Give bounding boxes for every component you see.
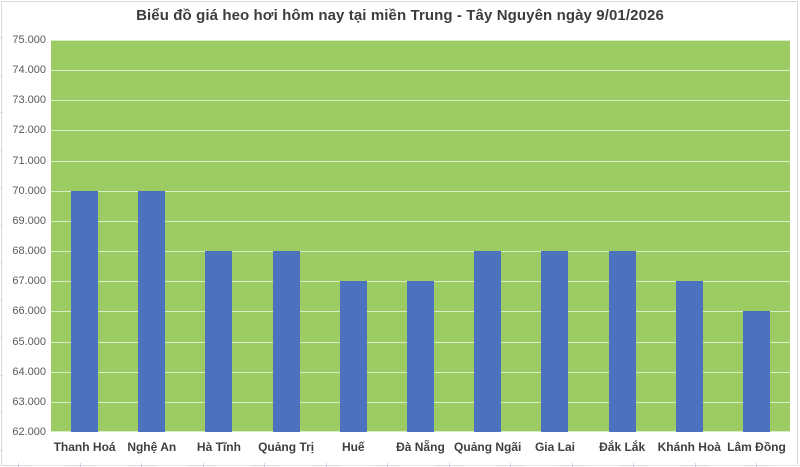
y-tick-label: 65.000: [12, 335, 46, 348]
spreadsheet-column-line-remnant: [203, 463, 204, 467]
gridline: [51, 220, 790, 222]
y-tick-label: 70.000: [12, 184, 46, 197]
x-tick-label: Thanh Hoá: [53, 440, 116, 454]
bar: [138, 190, 166, 432]
spreadsheet-row-line-remnant: [0, 150, 3, 151]
x-axis: Thanh Hoá Nghệ An Hà Tĩnh Quảng Trị Huế Đà Nẵ…: [51, 438, 790, 456]
spreadsheet-column-line-remnant: [695, 463, 696, 467]
y-tick-label: 67.000: [12, 275, 46, 288]
y-tick-label: 64.000: [12, 365, 46, 378]
spreadsheet-column-line-remnant: [141, 463, 142, 467]
spreadsheet-row-line-remnant: [586, 465, 620, 466]
bar-slot: [521, 40, 588, 432]
y-tick-label: 69.000: [12, 214, 46, 227]
y-tick-label: 71.000: [12, 154, 46, 167]
bar: [474, 251, 502, 432]
spreadsheet-row-line-remnant: [0, 412, 3, 413]
gridline: [51, 160, 790, 162]
y-axis: 75.000 74.000 73.000 72.000 71.000 70.000 69.0…: [0, 34, 46, 438]
bar: [541, 251, 569, 432]
plot-area: [51, 40, 790, 432]
x-tick-label: Nghệ An: [127, 440, 177, 454]
spreadsheet-column-line-remnant: [449, 463, 450, 467]
spreadsheet-row-line-remnant: [0, 262, 3, 263]
x-tick-label: Đắk Lắk: [599, 440, 646, 454]
spreadsheet-row-line-remnant: [463, 465, 497, 466]
spreadsheet-row-line-remnant: [278, 465, 312, 466]
y-tick-label: 66.000: [12, 305, 46, 318]
spreadsheet-row-line-remnant: [0, 75, 3, 76]
bar-slot: [51, 40, 118, 432]
bar-slot: [723, 40, 790, 432]
x-tick-label: Huế: [341, 440, 365, 454]
y-tick-label: 73.000: [12, 94, 46, 107]
gridline: [51, 40, 790, 41]
gridline: [51, 130, 790, 132]
bar: [71, 190, 99, 432]
spreadsheet-column-line-remnant: [326, 463, 327, 467]
bar-slot: [253, 40, 320, 432]
y-tick-label: 75.000: [12, 34, 46, 46]
y-tick-label: 74.000: [12, 64, 46, 77]
spreadsheet-row-line-remnant: [401, 465, 435, 466]
bar-slot: [185, 40, 252, 432]
spreadsheet-row-line-remnant: [340, 465, 374, 466]
gridline: [51, 100, 790, 102]
spreadsheet-column-line-remnant: [80, 463, 81, 467]
bar: [407, 281, 435, 432]
x-tick-label: Lâm Đồng: [727, 440, 786, 454]
spreadsheet-row-line-remnant: [217, 465, 251, 466]
spreadsheet-row-line-remnant: [94, 465, 128, 466]
x-tick-label: Đà Nẵng: [396, 440, 445, 454]
spreadsheet-row-line-remnant: [709, 465, 743, 466]
spreadsheet-row-line-remnant: [0, 112, 3, 113]
y-tick-label: 72.000: [12, 124, 46, 137]
spreadsheet-column-line-remnant: [264, 463, 265, 467]
bar-slot: [118, 40, 185, 432]
bar-slot: [656, 40, 723, 432]
spreadsheet-row-line-remnant: [0, 300, 3, 301]
gridline: [51, 70, 790, 72]
spreadsheet-row-line-remnant: [0, 187, 3, 188]
x-tick-label: Hà Tĩnh: [196, 440, 241, 454]
bar-slot: [320, 40, 387, 432]
bar: [742, 311, 770, 432]
spreadsheet-row-line-remnant: [524, 465, 558, 466]
spreadsheet-row-line-remnant: [647, 465, 681, 466]
bar-slot: [589, 40, 656, 432]
spreadsheet-row-line-remnant: [0, 37, 3, 38]
gridline: [51, 251, 790, 253]
spreadsheet-column-line-remnant: [756, 463, 757, 467]
bar: [608, 251, 636, 432]
spreadsheet-column-line-remnant: [387, 463, 388, 467]
spreadsheet-row-line-remnant: [0, 450, 3, 451]
bar-slot: [387, 40, 454, 432]
x-tick-label: Quảng Trị: [258, 440, 315, 454]
bar: [205, 251, 233, 432]
x-tick-label: Khánh Hoà: [657, 440, 721, 454]
x-tick-label: Quảng Ngãi: [454, 440, 522, 454]
y-tick-label: 68.000: [12, 245, 46, 258]
spreadsheet-row-line-remnant: [155, 465, 189, 466]
spreadsheet-column-line-remnant: [572, 463, 573, 467]
bar-slot: [454, 40, 521, 432]
x-tick-label: Gia Lai: [534, 440, 575, 454]
spreadsheet-column-line-remnant: [510, 463, 511, 467]
bar: [272, 251, 300, 432]
y-tick-label: 62.000: [12, 426, 46, 438]
bar: [675, 281, 703, 432]
bar-series: [51, 40, 790, 432]
spreadsheet-row-line-remnant: [0, 337, 3, 338]
gridline: [51, 190, 790, 192]
bar: [339, 281, 367, 432]
spreadsheet-column-line-remnant: [633, 463, 634, 467]
chart-title: Biểu đồ giá heo hơi hôm nay tại miền Tru…: [136, 7, 664, 24]
spreadsheet-row-line-remnant: [32, 465, 66, 466]
spreadsheet-row-line-remnant: [0, 225, 3, 226]
spreadsheet-row-line-remnant: [770, 465, 800, 466]
spreadsheet-column-line-remnant: [18, 463, 19, 467]
spreadsheet-row-line-remnant: [0, 375, 3, 376]
y-tick-label: 63.000: [12, 395, 46, 408]
